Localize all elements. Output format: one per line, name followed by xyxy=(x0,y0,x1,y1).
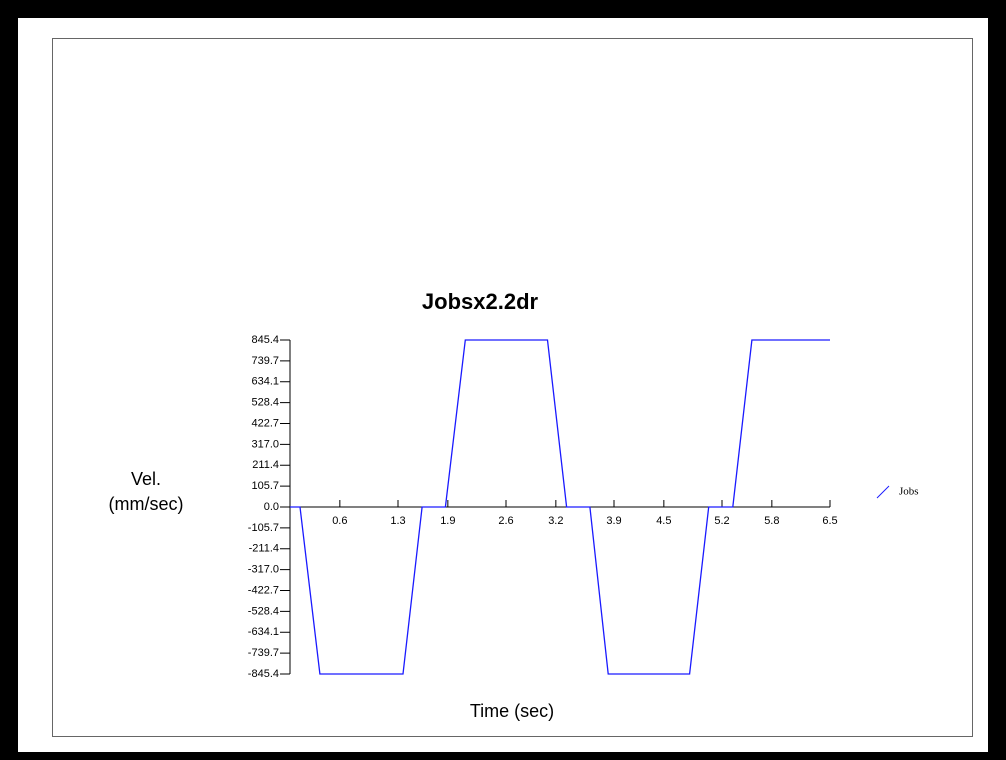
x-tick-label: 1.3 xyxy=(390,515,405,527)
y-axis-label: (mm/sec) xyxy=(109,494,184,514)
x-tick-label: 4.5 xyxy=(656,515,671,527)
y-tick-label: 317.0 xyxy=(251,438,279,450)
x-tick-label: 5.2 xyxy=(714,515,729,527)
y-tick-label: 211.4 xyxy=(252,459,279,471)
x-axis-label: Time (sec) xyxy=(470,701,554,721)
plot-frame xyxy=(52,38,973,737)
y-tick-label: 845.4 xyxy=(251,334,279,346)
y-tick-label: -845.4 xyxy=(248,668,279,680)
data-line xyxy=(290,339,830,675)
y-tick-label: -634.1 xyxy=(248,626,279,638)
y-tick-label: 105.7 xyxy=(251,480,279,492)
y-tick-label: 634.1 xyxy=(251,376,279,388)
x-tick-label: 2.6 xyxy=(498,515,513,527)
x-tick-label: 5.8 xyxy=(764,515,779,527)
y-tick-label: -739.7 xyxy=(248,647,279,659)
y-tick-label: 528.4 xyxy=(251,397,279,409)
y-tick-label: -105.7 xyxy=(248,522,279,534)
legend-swatch xyxy=(876,485,890,499)
y-tick-label: 422.7 xyxy=(251,417,279,429)
y-tick-label: -528.4 xyxy=(248,605,279,617)
x-tick-label: 3.2 xyxy=(548,515,563,527)
legend-label: Jobs xyxy=(899,486,919,498)
x-tick-label: 3.9 xyxy=(606,515,621,527)
y-tick-label: -317.0 xyxy=(248,564,279,576)
x-tick-label: 1.9 xyxy=(440,515,455,527)
canvas xyxy=(18,18,988,752)
y-tick-label: 0.0 xyxy=(264,501,279,513)
x-tick-label: 0.6 xyxy=(332,515,347,527)
x-tick-label: 6.5 xyxy=(822,515,837,527)
y-axis-label: Vel. xyxy=(131,469,161,489)
y-tick-label: -422.7 xyxy=(248,584,279,596)
y-tick-label: -211.4 xyxy=(249,543,279,555)
chart-title: Jobsx2.2dr xyxy=(422,289,539,314)
y-tick-label: 739.7 xyxy=(251,355,279,367)
